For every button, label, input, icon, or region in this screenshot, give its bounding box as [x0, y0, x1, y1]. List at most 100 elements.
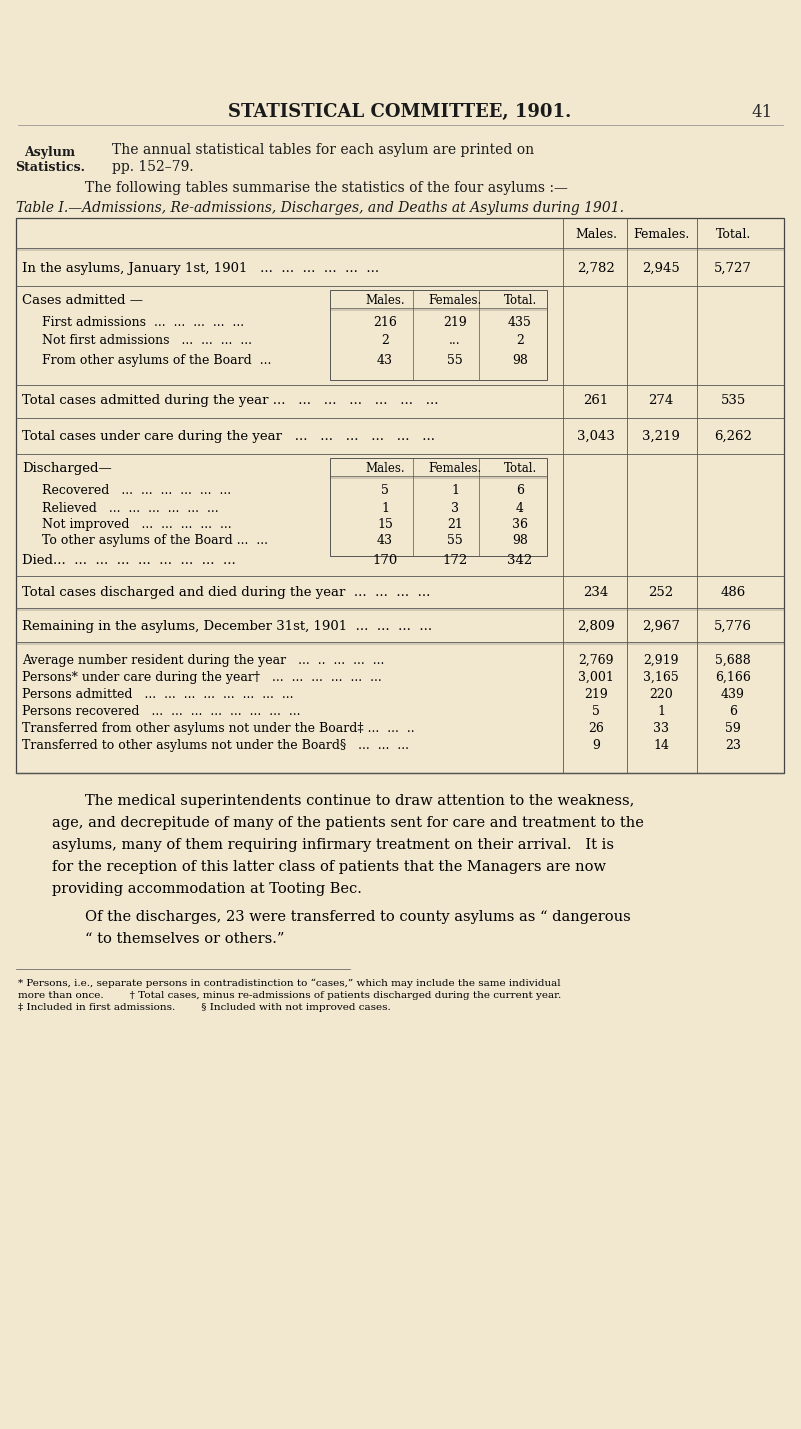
Text: 36: 36	[512, 517, 528, 530]
Text: 5: 5	[592, 704, 600, 717]
Text: * Persons, i.e., separate persons in contradistinction to “cases,” which may inc: * Persons, i.e., separate persons in con…	[18, 979, 561, 987]
Text: 1: 1	[451, 483, 459, 496]
Text: 486: 486	[720, 586, 746, 599]
Text: First admissions  ...  ...  ...  ...  ...: First admissions ... ... ... ... ...	[42, 316, 244, 329]
Text: 3,043: 3,043	[577, 430, 615, 443]
Bar	[16, 219, 784, 773]
Text: 5,727: 5,727	[714, 262, 752, 274]
Text: 41: 41	[751, 103, 773, 120]
Text: 170: 170	[372, 553, 397, 566]
Text: Persons admitted   ...  ...  ...  ...  ...  ...  ...  ...: Persons admitted ... ... ... ... ... ...…	[22, 687, 293, 700]
Text: 535: 535	[720, 393, 746, 406]
Text: 5,688: 5,688	[715, 653, 751, 666]
Text: The medical superintendents continue to draw attention to the weakness,: The medical superintendents continue to …	[85, 795, 634, 807]
Bar	[330, 459, 547, 556]
Text: 2,919: 2,919	[643, 653, 678, 666]
Text: Died...  ...  ...  ...  ...  ...  ...  ...  ...: Died... ... ... ... ... ... ... ... ...	[22, 553, 235, 566]
Text: pp. 152–79.: pp. 152–79.	[112, 160, 194, 174]
Text: Average number resident during the year   ...  ..  ...  ...  ...: Average number resident during the year …	[22, 653, 384, 666]
Text: 3: 3	[451, 502, 459, 514]
Text: for the reception of this latter class of patients that the Managers are now: for the reception of this latter class o…	[52, 860, 606, 875]
Text: 2,782: 2,782	[578, 262, 615, 274]
Text: providing accommodation at Tooting Bec.: providing accommodation at Tooting Bec.	[52, 882, 362, 896]
Text: Males.: Males.	[365, 462, 405, 474]
Text: age, and decrepitude of many of the patients sent for care and treatment to the: age, and decrepitude of many of the pati…	[52, 816, 644, 830]
Text: 216: 216	[373, 316, 397, 329]
Text: To other asylums of the Board ...  ...: To other asylums of the Board ... ...	[42, 533, 268, 546]
Text: 274: 274	[648, 393, 674, 406]
Text: 33: 33	[653, 722, 669, 735]
Text: Males.: Males.	[365, 293, 405, 306]
Text: 59: 59	[725, 722, 741, 735]
Text: Relieved   ...  ...  ...  ...  ...  ...: Relieved ... ... ... ... ... ...	[42, 502, 219, 514]
Text: 1: 1	[657, 704, 665, 717]
Text: 220: 220	[649, 687, 673, 700]
Text: 6,166: 6,166	[715, 670, 751, 683]
Text: 5,776: 5,776	[714, 620, 752, 633]
Text: 98: 98	[512, 533, 528, 546]
Text: more than once.        † Total cases, minus re-admissions of patients discharged: more than once. † Total cases, minus re-…	[18, 990, 562, 999]
Text: From other asylums of the Board  ...: From other asylums of the Board ...	[42, 353, 272, 366]
Text: 55: 55	[447, 353, 463, 366]
Text: 3,001: 3,001	[578, 670, 614, 683]
Text: 219: 219	[443, 316, 467, 329]
Text: 252: 252	[649, 586, 674, 599]
Text: 21: 21	[447, 517, 463, 530]
Text: Statistics.: Statistics.	[15, 160, 85, 173]
Text: 2: 2	[516, 333, 524, 346]
Text: Females.: Females.	[633, 227, 689, 240]
Text: ‡ Included in first admissions.        § Included with not improved cases.: ‡ Included in first admissions. § Includ…	[18, 1003, 391, 1012]
Text: Persons* under care during the year†   ...  ...  ...  ...  ...  ...: Persons* under care during the year† ...…	[22, 670, 382, 683]
Text: 55: 55	[447, 533, 463, 546]
Text: Total cases discharged and died during the year  ...  ...  ...  ...: Total cases discharged and died during t…	[22, 586, 430, 599]
Text: Transferred from other asylums not under the Board‡ ...  ...  ..: Transferred from other asylums not under…	[22, 722, 415, 735]
Text: 43: 43	[377, 533, 393, 546]
Text: 219: 219	[584, 687, 608, 700]
Text: 6,262: 6,262	[714, 430, 752, 443]
Text: Table I.—Admissions, Re-admissions, Discharges, and Deaths at Asylums during 190: Table I.—Admissions, Re-admissions, Disc…	[16, 201, 624, 214]
Text: Not improved   ...  ...  ...  ...  ...: Not improved ... ... ... ... ...	[42, 517, 231, 530]
Text: 4: 4	[516, 502, 524, 514]
Text: 26: 26	[588, 722, 604, 735]
Text: 1: 1	[381, 502, 389, 514]
Text: 2,945: 2,945	[642, 262, 680, 274]
Text: Discharged—: Discharged—	[22, 462, 112, 474]
Text: STATISTICAL COMMITTEE, 1901.: STATISTICAL COMMITTEE, 1901.	[228, 103, 572, 121]
Bar	[330, 290, 547, 380]
Text: ...: ...	[449, 333, 461, 346]
Text: Not first admissions   ...  ...  ...  ...: Not first admissions ... ... ... ...	[42, 333, 252, 346]
Text: The annual statistical tables for each asylum are printed on: The annual statistical tables for each a…	[112, 143, 534, 157]
Text: 15: 15	[377, 517, 393, 530]
Text: Of the discharges, 23 were transferred to county asylums as “ dangerous: Of the discharges, 23 were transferred t…	[85, 910, 630, 925]
Text: Recovered   ...  ...  ...  ...  ...  ...: Recovered ... ... ... ... ... ...	[42, 483, 231, 496]
Text: Males.: Males.	[575, 227, 617, 240]
Text: Total.: Total.	[715, 227, 751, 240]
Text: Remaining in the asylums, December 31st, 1901  ...  ...  ...  ...: Remaining in the asylums, December 31st,…	[22, 620, 432, 633]
Text: 43: 43	[377, 353, 393, 366]
Text: The following tables summarise the statistics of the four asylums :—: The following tables summarise the stati…	[85, 181, 568, 194]
Text: Persons recovered   ...  ...  ...  ...  ...  ...  ...  ...: Persons recovered ... ... ... ... ... ..…	[22, 704, 300, 717]
Text: 172: 172	[442, 553, 468, 566]
Text: 3,165: 3,165	[643, 670, 679, 683]
Text: 98: 98	[512, 353, 528, 366]
Text: 2: 2	[381, 333, 389, 346]
Text: 435: 435	[508, 316, 532, 329]
Text: 6: 6	[516, 483, 524, 496]
Text: 6: 6	[729, 704, 737, 717]
Text: Asylum: Asylum	[25, 146, 75, 159]
Text: Females.: Females.	[429, 462, 481, 474]
Text: Transferred to other asylums not under the Board§   ...  ...  ...: Transferred to other asylums not under t…	[22, 739, 409, 752]
Text: Cases admitted —: Cases admitted —	[22, 293, 143, 306]
Text: 342: 342	[507, 553, 533, 566]
Text: 14: 14	[653, 739, 669, 752]
Text: 2,769: 2,769	[578, 653, 614, 666]
Text: In the asylums, January 1st, 1901   ...  ...  ...  ...  ...  ...: In the asylums, January 1st, 1901 ... ..…	[22, 262, 379, 274]
Text: 2,967: 2,967	[642, 620, 680, 633]
Text: “ to themselves or others.”: “ to themselves or others.”	[85, 932, 284, 946]
Text: Total cases admitted during the year ...   ...   ...   ...   ...   ...   ...: Total cases admitted during the year ...…	[22, 393, 438, 406]
Text: 439: 439	[721, 687, 745, 700]
Text: 234: 234	[583, 586, 609, 599]
Text: Total.: Total.	[503, 462, 537, 474]
Text: Females.: Females.	[429, 293, 481, 306]
Text: Total cases under care during the year   ...   ...   ...   ...   ...   ...: Total cases under care during the year .…	[22, 430, 435, 443]
